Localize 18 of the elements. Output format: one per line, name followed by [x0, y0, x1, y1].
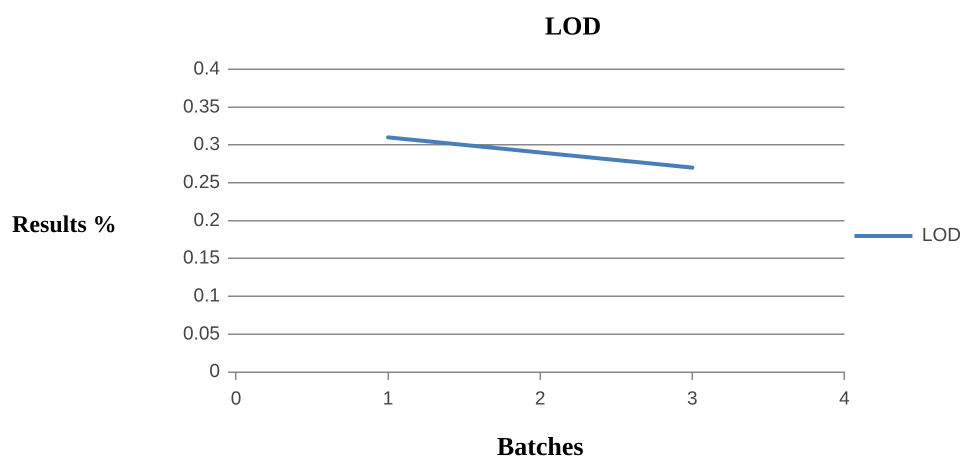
y-tick-label: 0.35 — [182, 96, 220, 118]
y-tick-label: 0.2 — [194, 210, 220, 231]
y-tick-label: 0.15 — [182, 248, 220, 269]
y-tick-label: 0.3 — [194, 134, 220, 156]
x-axis-title: Batches — [496, 432, 584, 462]
y-tick-label: 0.1 — [194, 286, 220, 307]
y-tick-label: 0.25 — [182, 172, 220, 193]
x-tick-label: 0 — [230, 388, 242, 410]
x-tick-label: 4 — [839, 388, 850, 410]
y-axis-title: Results % — [12, 212, 117, 239]
legend-label: LOD — [922, 225, 962, 246]
x-tick-label: 1 — [382, 388, 394, 410]
y-tick-label: 0.4 — [194, 58, 220, 80]
chart-title: LOD — [544, 11, 602, 40]
x-tick-label: 2 — [534, 388, 546, 410]
y-tick-label: 0 — [209, 361, 220, 382]
y-tick-label: 0.05 — [182, 323, 220, 344]
x-tick-label: 3 — [687, 388, 698, 410]
